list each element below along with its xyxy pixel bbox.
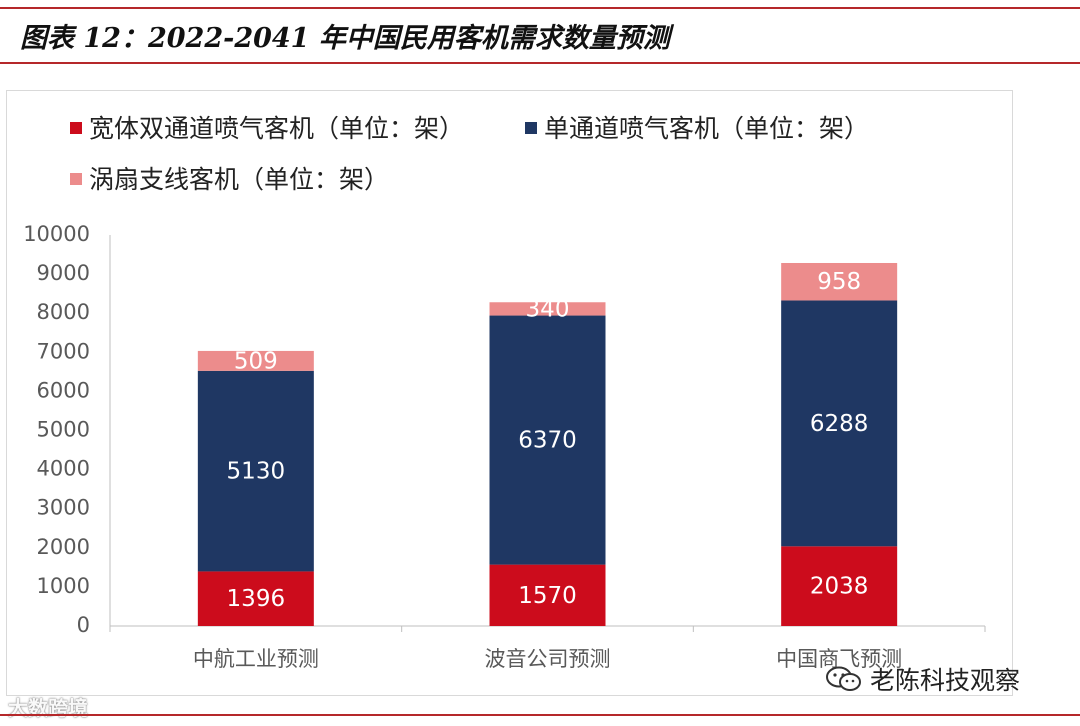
y-tick-label: 8000 xyxy=(37,300,90,324)
top-rule xyxy=(0,7,1080,9)
y-tick-label: 6000 xyxy=(37,378,90,402)
y-tick-label: 2000 xyxy=(37,535,90,559)
y-tick-label: 1000 xyxy=(37,574,90,598)
legend-swatch-1 xyxy=(70,122,82,134)
bar-segment xyxy=(197,571,314,626)
legend-swatch-3 xyxy=(70,173,82,185)
bar-segment xyxy=(781,546,898,626)
y-tick-label: 5000 xyxy=(37,418,90,442)
wechat-icon xyxy=(826,666,861,691)
data-label: 958 xyxy=(817,269,861,295)
data-label: 2038 xyxy=(810,574,869,600)
watermark-right: 老陈科技观察 xyxy=(824,661,1020,697)
x-category-label: 中航工业预测 xyxy=(193,647,319,671)
y-tick-label: 7000 xyxy=(37,339,90,363)
y-tick-label: 3000 xyxy=(37,496,90,520)
bar-segment xyxy=(781,300,898,547)
y-tick-label: 4000 xyxy=(37,457,90,481)
data-label: 1396 xyxy=(227,586,286,612)
title-rule xyxy=(0,62,1080,64)
figure-title: 图表 12：2022-2041 年中国民用客机需求数量预测 xyxy=(20,23,670,54)
data-label: 1570 xyxy=(518,583,577,609)
legend-label-2: 单通道喷气客机（单位：架） xyxy=(544,114,869,143)
chart-frame xyxy=(6,90,1013,696)
data-label: 6370 xyxy=(518,428,577,454)
bar-segment xyxy=(781,262,898,301)
bottom-rule xyxy=(0,714,1080,716)
watermark-left: 大数跨境 xyxy=(8,696,88,720)
legend-label-3: 涡扇支线客机（单位：架） xyxy=(89,165,389,194)
bar-segment xyxy=(197,370,314,572)
data-label: 509 xyxy=(234,348,278,374)
y-tick-label: 10000 xyxy=(23,222,90,246)
bar-segment xyxy=(197,350,314,371)
bar-segment xyxy=(489,302,606,316)
data-label: 6288 xyxy=(810,411,869,437)
legend-swatch-2 xyxy=(525,122,537,134)
y-tick-label: 9000 xyxy=(37,261,90,285)
watermark-right-text: 老陈科技观察 xyxy=(870,666,1021,695)
bar-segment xyxy=(489,564,606,626)
legend-label-1: 宽体双通道喷气客机（单位：架） xyxy=(89,114,464,143)
data-label: 5130 xyxy=(227,459,286,485)
data-label: 340 xyxy=(526,296,570,322)
x-category-label: 波音公司预测 xyxy=(485,647,611,671)
y-tick-label: 0 xyxy=(77,613,90,637)
bar-segment xyxy=(489,315,606,565)
